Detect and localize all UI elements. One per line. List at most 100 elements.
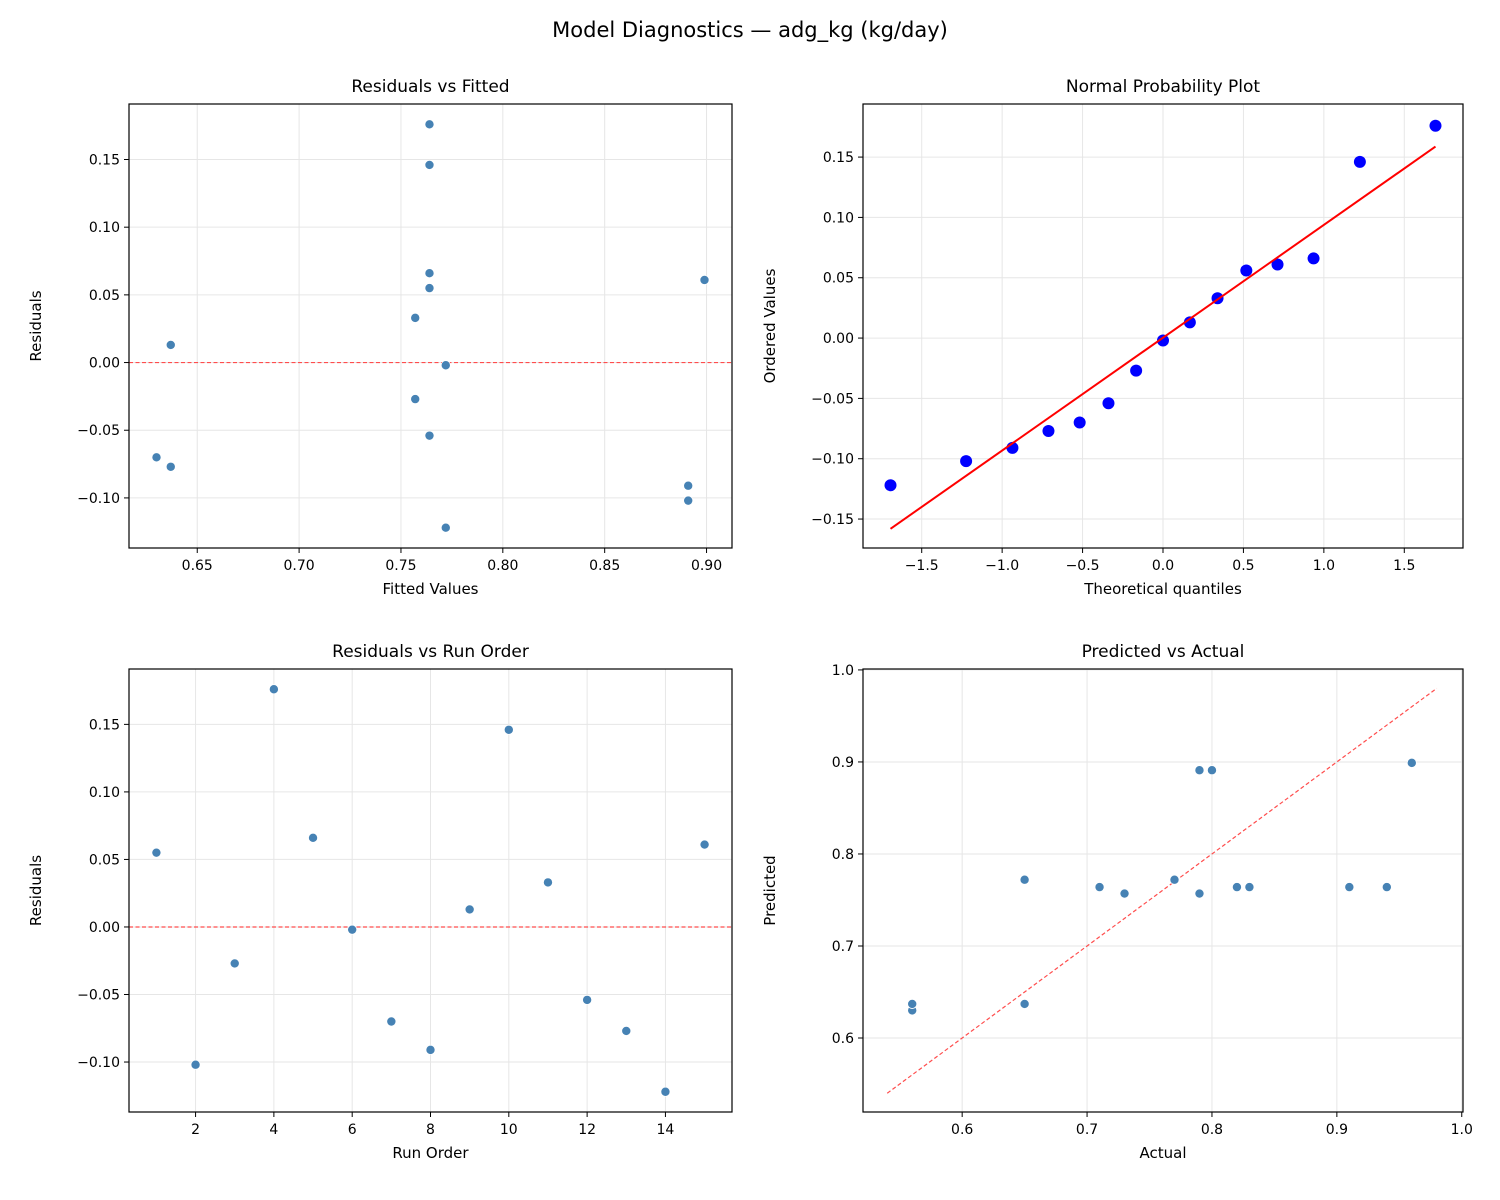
data-point bbox=[440, 522, 451, 533]
data-point bbox=[410, 312, 421, 323]
data-point bbox=[464, 904, 475, 915]
y-tick-label: 0.00 bbox=[89, 920, 120, 936]
data-point bbox=[347, 924, 358, 935]
axes-frame bbox=[862, 103, 1464, 549]
x-tick-label: −1.5 bbox=[905, 558, 939, 574]
data-point bbox=[386, 1016, 397, 1027]
data-point bbox=[424, 268, 435, 279]
x-tick-label: 0.9 bbox=[1326, 1122, 1348, 1138]
x-tick-label: 0.70 bbox=[284, 558, 315, 574]
data-point bbox=[410, 394, 421, 405]
x-tick-label: 10 bbox=[500, 1122, 518, 1138]
x-tick-label: 1.5 bbox=[1393, 558, 1415, 574]
chart-title: Normal Probability Plot bbox=[1066, 77, 1261, 97]
data-point bbox=[190, 1059, 201, 1070]
x-tick-label: 0.85 bbox=[589, 558, 620, 574]
plot-area bbox=[884, 119, 1442, 530]
chart-title: Predicted vs Actual bbox=[1082, 642, 1245, 662]
data-point bbox=[884, 479, 897, 492]
data-point bbox=[1406, 757, 1417, 768]
data-point bbox=[1119, 888, 1130, 899]
data-point bbox=[424, 159, 435, 170]
plot-area bbox=[129, 119, 732, 533]
y-tick-label: 0.15 bbox=[89, 717, 120, 733]
data-point bbox=[165, 339, 176, 350]
data-point bbox=[1344, 882, 1355, 893]
data-point bbox=[621, 1025, 632, 1036]
chart-title: Residuals vs Run Order bbox=[332, 642, 529, 662]
data-point bbox=[165, 461, 176, 472]
y-tick-label: 0.8 bbox=[832, 847, 854, 863]
y-tick-label: 0.15 bbox=[89, 153, 120, 169]
y-tick-label: −0.10 bbox=[77, 491, 120, 507]
x-axis-label: Actual bbox=[1140, 1144, 1187, 1162]
y-tick-label: −0.15 bbox=[811, 512, 854, 528]
data-point bbox=[1206, 765, 1217, 776]
x-tick-label: 8 bbox=[426, 1122, 435, 1138]
x-axis-label: Run Order bbox=[392, 1144, 469, 1162]
data-point bbox=[229, 958, 240, 969]
y-tick-label: 0.05 bbox=[823, 271, 854, 287]
axes-frame bbox=[128, 103, 733, 549]
x-tick-label: 0.7 bbox=[1076, 1122, 1098, 1138]
data-point bbox=[151, 847, 162, 858]
data-point bbox=[1094, 882, 1105, 893]
predicted-vs-actual-chart: 0.6 0.7 0.8 0.9 1.0 0.6 0.7 0.8 0.9 1.0 Predicted … bbox=[761, 642, 1473, 1162]
data-point bbox=[1381, 882, 1392, 893]
data-point bbox=[503, 724, 514, 735]
identity-reference-line bbox=[886, 687, 1438, 1094]
data-point bbox=[699, 839, 710, 850]
y-tick-label: 0.10 bbox=[89, 220, 120, 236]
data-point bbox=[960, 455, 973, 468]
data-point bbox=[1353, 155, 1366, 168]
data-point bbox=[1183, 316, 1196, 329]
data-point bbox=[683, 495, 694, 506]
y-tick-label: 0.15 bbox=[823, 150, 854, 166]
y-tick-label: 1.0 bbox=[832, 663, 854, 679]
fit-line bbox=[889, 145, 1437, 530]
residuals-vs-fitted-chart: 0.65 0.70 0.75 0.80 0.85 0.90 −0.10 −0.05 0.00 0.… bbox=[27, 77, 733, 598]
x-tick-label: −0.5 bbox=[1066, 558, 1100, 574]
axes-frame bbox=[128, 668, 733, 1113]
x-tick-label: 0.5 bbox=[1232, 558, 1254, 574]
y-tick-label: 0.00 bbox=[89, 356, 120, 372]
y-axis-label: Ordered Values bbox=[761, 268, 779, 383]
y-tick-label: 0.05 bbox=[89, 288, 120, 304]
y-tick-label: −0.05 bbox=[77, 987, 120, 1003]
data-point bbox=[907, 998, 918, 1009]
data-point bbox=[1073, 416, 1086, 429]
data-point bbox=[1042, 424, 1055, 437]
y-tick-label: −0.10 bbox=[811, 452, 854, 468]
residuals-vs-run-order-chart: 2 4 6 8 10 12 14 −0.10 −0.05 0.00 0.05 0.10 0.15 Resi… bbox=[27, 642, 733, 1162]
x-tick-label: −1.0 bbox=[985, 558, 1019, 574]
data-point bbox=[425, 1044, 436, 1055]
data-point bbox=[582, 994, 593, 1005]
y-tick-label: 0.6 bbox=[832, 1031, 854, 1047]
data-point bbox=[1130, 364, 1143, 377]
plot-area bbox=[886, 687, 1438, 1094]
normal-probability-chart: −1.5 −1.0 −0.5 0.0 0.5 1.0 1.5 −0.15 −0.10 −0.05 0… bbox=[761, 77, 1464, 598]
x-axis-label: Theoretical quantiles bbox=[1083, 580, 1242, 598]
figure-title: Model Diagnostics — adg_kg (kg/day) bbox=[552, 18, 948, 42]
data-point bbox=[699, 274, 710, 285]
y-axis-label: Predicted bbox=[761, 855, 779, 925]
x-tick-label: 6 bbox=[348, 1122, 357, 1138]
data-point bbox=[1019, 998, 1030, 1009]
y-tick-label: 0.00 bbox=[823, 331, 854, 347]
x-tick-label: 0.90 bbox=[691, 558, 722, 574]
data-point bbox=[1102, 397, 1115, 410]
x-tick-label: 4 bbox=[269, 1122, 278, 1138]
data-point bbox=[1019, 874, 1030, 885]
y-tick-label: 0.7 bbox=[832, 939, 854, 955]
x-tick-label: 2 bbox=[191, 1122, 200, 1138]
data-point bbox=[1307, 252, 1320, 265]
chart-title: Residuals vs Fitted bbox=[351, 77, 509, 97]
data-point bbox=[424, 283, 435, 294]
y-tick-label: −0.05 bbox=[811, 391, 854, 407]
data-point bbox=[1271, 258, 1284, 271]
data-point bbox=[542, 877, 553, 888]
axes-frame bbox=[862, 668, 1464, 1113]
data-point bbox=[1194, 888, 1205, 899]
y-tick-label: 0.05 bbox=[89, 852, 120, 868]
